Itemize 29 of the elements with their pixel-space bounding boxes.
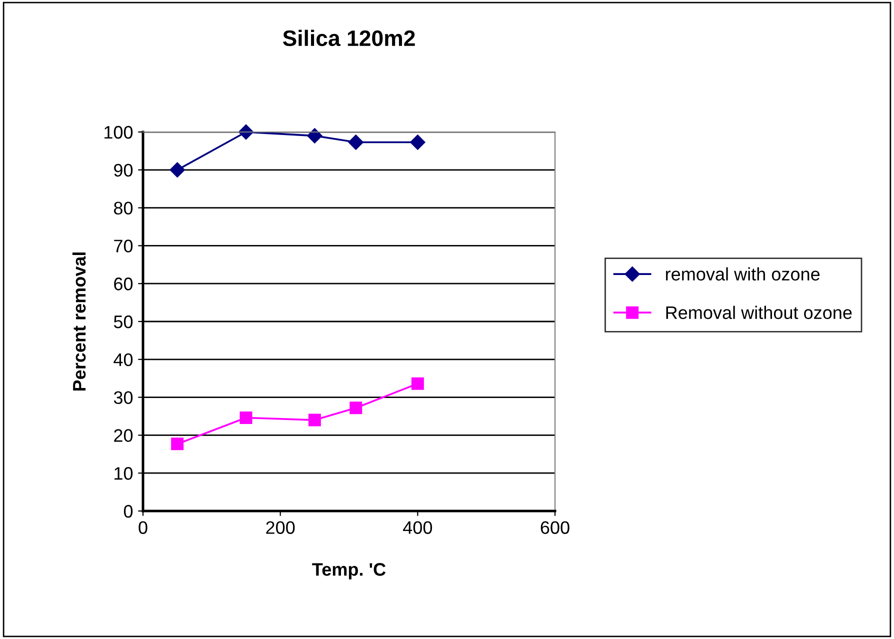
y-tick-label: 50 (114, 315, 133, 328)
y-tick-label: 80 (114, 202, 133, 215)
y-tick-label: 40 (114, 353, 133, 366)
x-tick-label: 600 (540, 521, 570, 534)
y-axis-title: Percent removal (72, 252, 86, 391)
x-axis-title: Temp. 'C (312, 563, 386, 580)
x-tick-label: 200 (266, 521, 295, 534)
point (348, 134, 364, 150)
point (411, 377, 424, 390)
point (410, 134, 426, 150)
point (170, 162, 185, 178)
y-tick-label: 30 (114, 391, 133, 404)
y-tick-label: 20 (114, 429, 133, 442)
chart-title: Silica 120m2 (282, 30, 415, 46)
point (308, 414, 321, 426)
point (240, 412, 252, 424)
point (307, 128, 322, 144)
x-tick-label: 0 (138, 521, 148, 534)
y-tick-label: 60 (114, 278, 133, 290)
legend-label: removal with ozone (666, 267, 820, 281)
point (171, 438, 184, 450)
point (350, 402, 362, 414)
y-tick-label: 70 (114, 240, 133, 252)
y-tick-label: 10 (114, 467, 133, 480)
y-tick-label: 0 (124, 504, 133, 518)
x-tick-label: 400 (403, 521, 432, 534)
y-tick-label: 90 (114, 164, 133, 177)
y-tick-label: 100 (104, 126, 133, 139)
legend-label: Removal without ozone (666, 306, 852, 320)
